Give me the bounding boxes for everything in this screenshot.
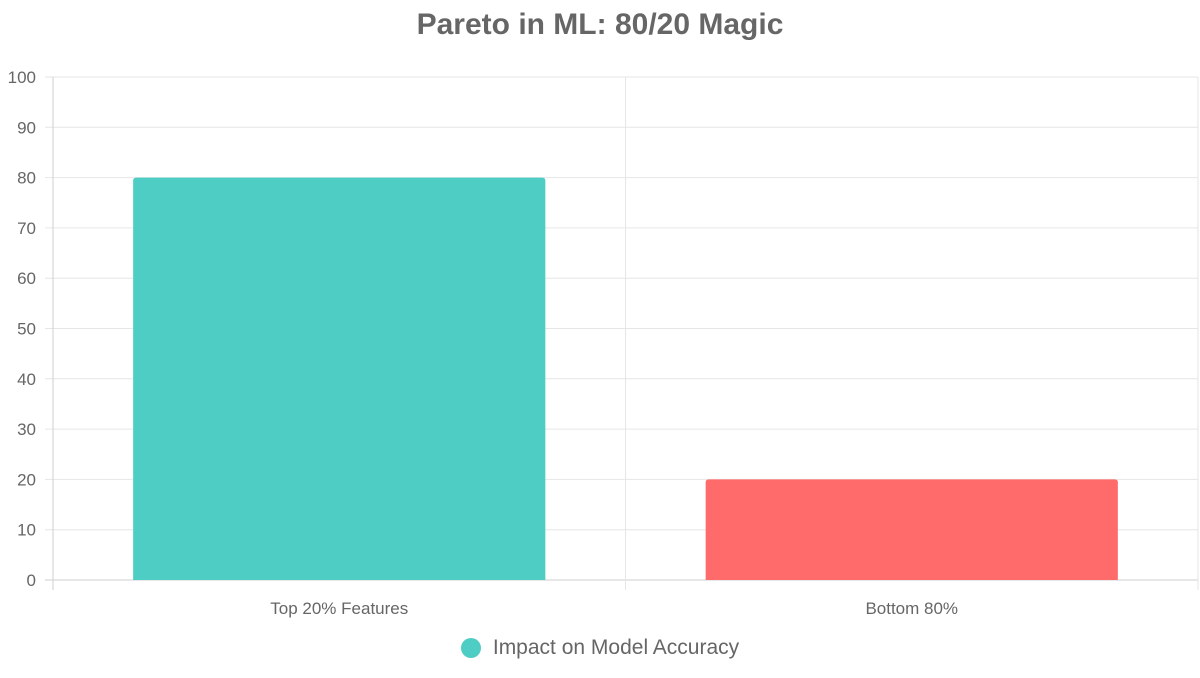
y-tick-label: 80 — [17, 169, 36, 188]
bar-top-20-features[interactable] — [133, 177, 546, 580]
x-tick-label: Bottom 80% — [865, 599, 958, 618]
legend-label-impact: Impact on Model Accuracy — [492, 636, 740, 659]
axis-layer: 0 10 20 30 40 50 60 70 80 90 100 Top 20% Features Bo… — [8, 68, 958, 618]
bar-bottom-80[interactable] — [705, 479, 1118, 580]
legend-swatch-impact — [460, 638, 481, 658]
y-tick-label: 90 — [17, 118, 36, 137]
y-tick-label: 100 — [8, 68, 36, 87]
y-tick-label: 70 — [17, 219, 36, 238]
y-tick-label: 10 — [17, 521, 36, 540]
y-tick-label: 50 — [17, 320, 36, 339]
bars-layer — [133, 177, 1118, 580]
legend[interactable]: Impact on Model Accuracy — [0, 636, 1200, 660]
y-tick-label: 0 — [27, 571, 36, 590]
y-tick-label: 40 — [17, 370, 36, 389]
y-tick-label: 20 — [17, 470, 36, 489]
x-tick-label: Top 20% Features — [270, 599, 408, 618]
y-tick-label: 30 — [17, 420, 36, 439]
chart-title: Pareto in ML: 80/20 Magic — [416, 8, 784, 41]
y-tick-label: 60 — [17, 269, 36, 288]
